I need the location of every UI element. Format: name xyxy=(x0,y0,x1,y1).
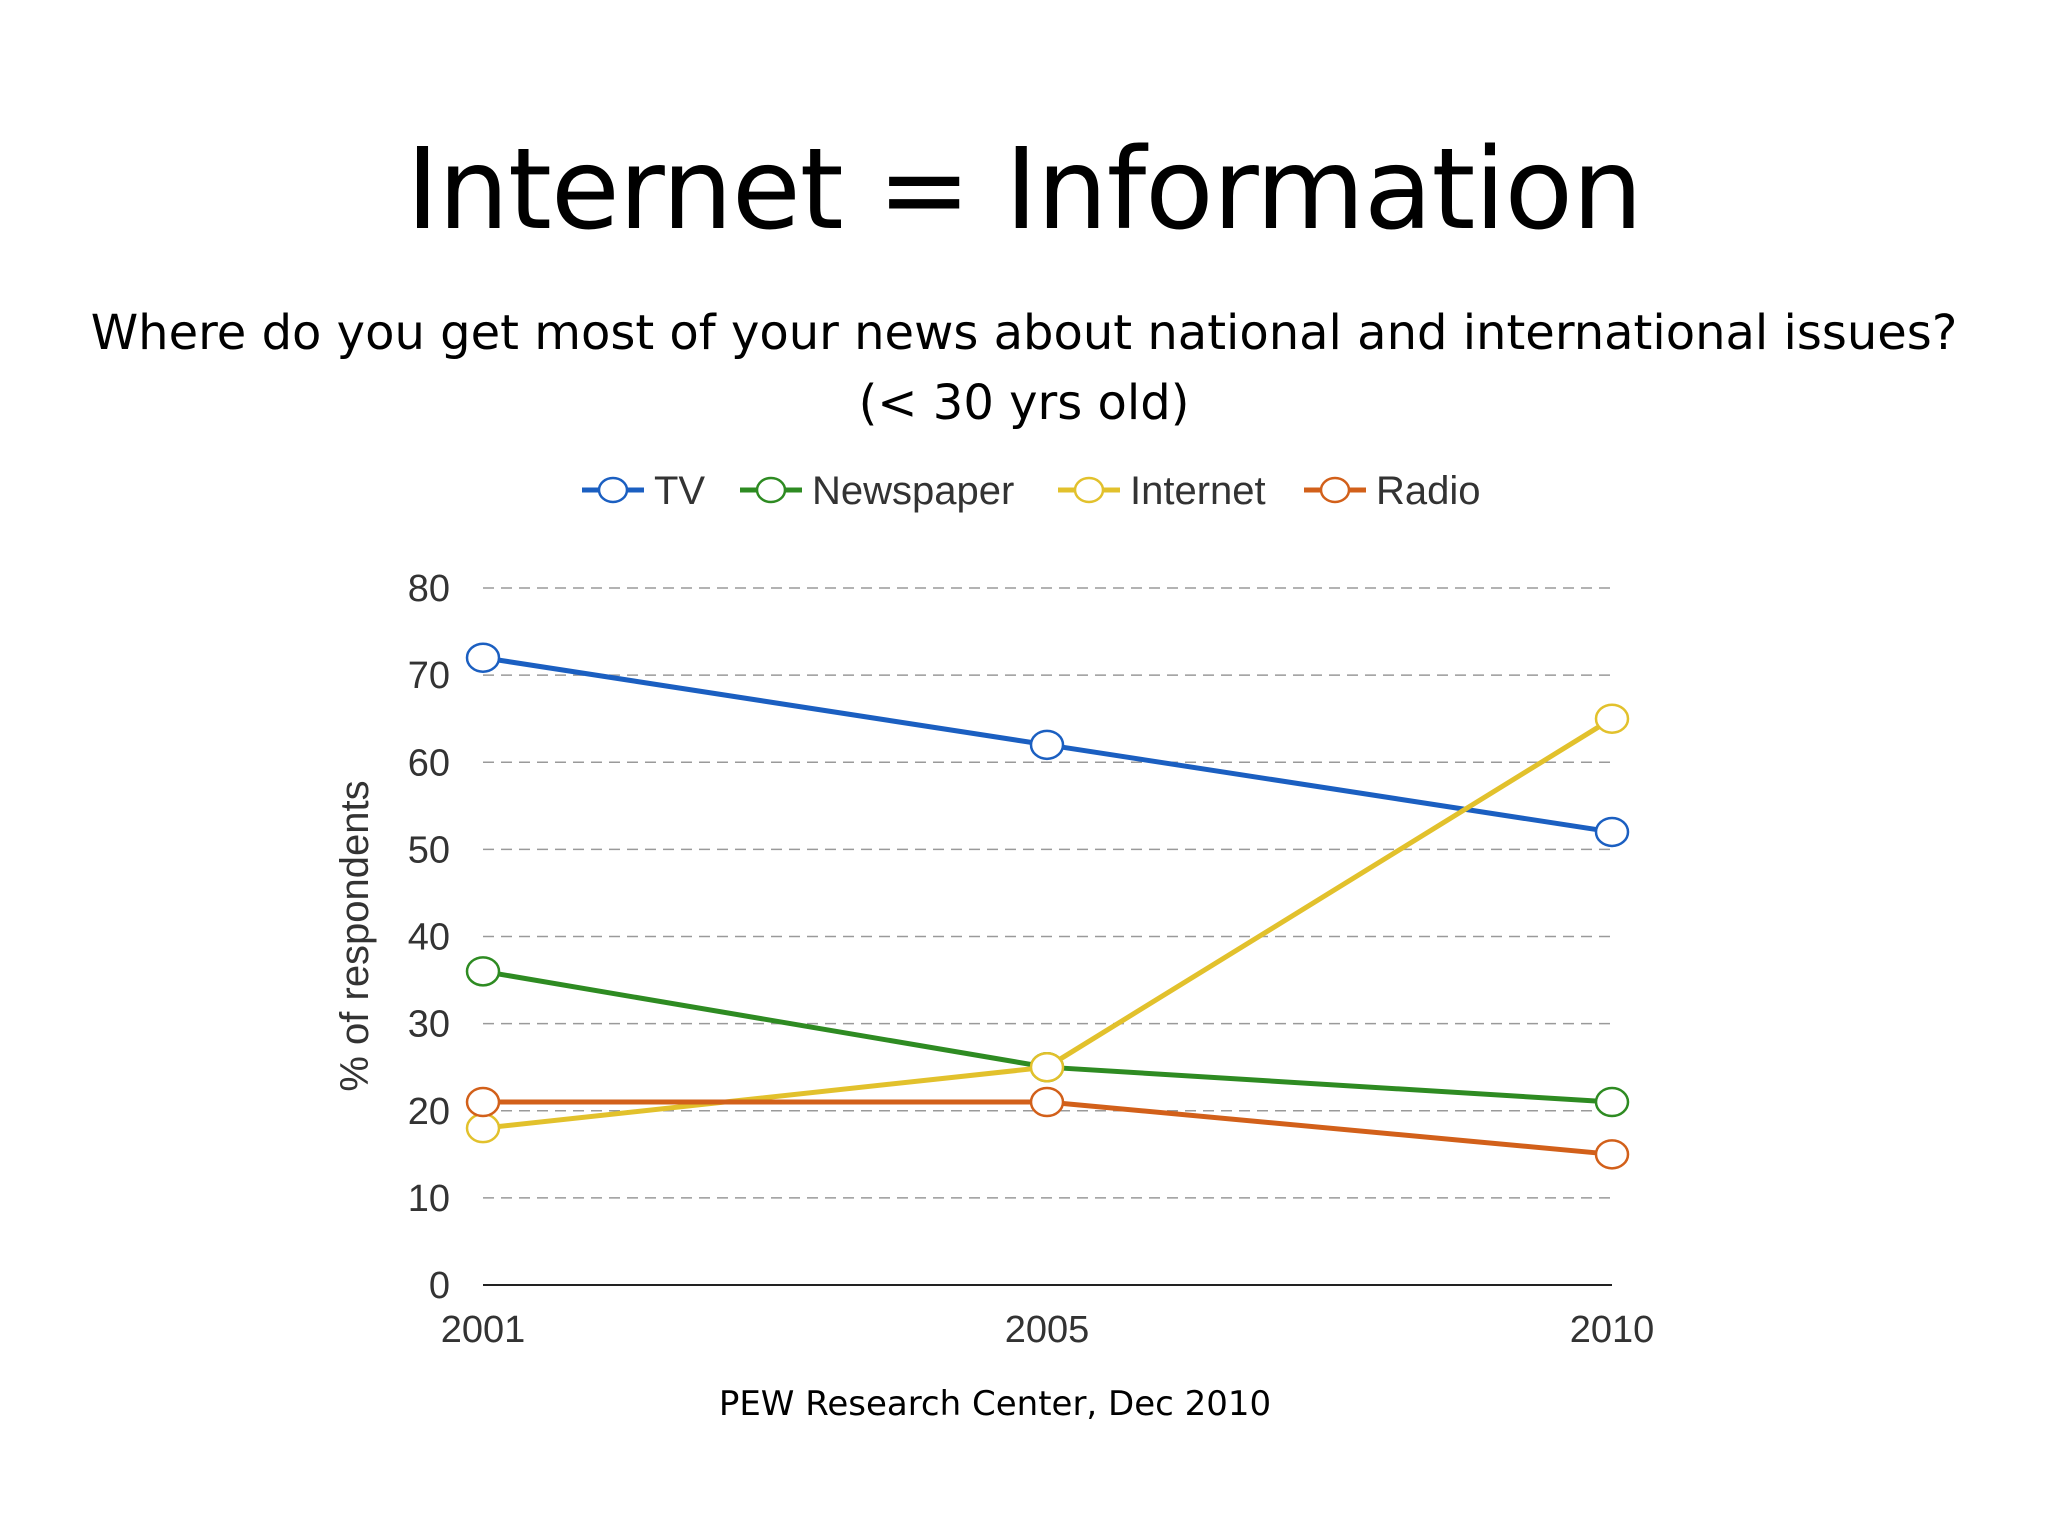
legend-label-newspaper: Newspaper xyxy=(812,469,1014,513)
y-tick-label: 30 xyxy=(408,1004,450,1046)
x-tick-label: 2005 xyxy=(1005,1309,1090,1351)
legend-label-radio: Radio xyxy=(1376,469,1481,513)
data-point-radio xyxy=(1594,1139,1630,1170)
data-point-newspaper xyxy=(1594,1086,1630,1118)
legend-marker-newspaper xyxy=(755,476,787,504)
y-tick-label: 60 xyxy=(408,742,450,784)
data-point-radio xyxy=(465,1086,501,1118)
data-point-internet xyxy=(1594,703,1630,734)
legend-item-internet: Internet xyxy=(1058,469,1266,513)
legend-item-newspaper: Newspaper xyxy=(740,469,1014,513)
legend-marker-internet xyxy=(1073,476,1105,504)
source-credit: PEW Research Center, Dec 2010 xyxy=(718,1384,1272,1424)
y-tick-label: 40 xyxy=(408,917,450,959)
legend-marker-tv xyxy=(597,476,629,504)
data-point-internet xyxy=(465,1112,501,1144)
x-axis-ticks: 2001 2005 2010 xyxy=(441,1309,1655,1351)
y-axis-ticks: 0 10 20 30 40 50 60 70 80 xyxy=(408,568,450,1307)
data-point-newspaper xyxy=(465,956,501,987)
chart-series xyxy=(465,642,1630,1170)
survey-question: Where do you get most of your news about… xyxy=(0,298,2048,438)
y-tick-label: 20 xyxy=(408,1091,450,1133)
y-tick-label: 80 xyxy=(408,568,450,610)
survey-question-line-1: Where do you get most of your news about… xyxy=(90,305,1958,361)
x-tick-label: 2010 xyxy=(1570,1309,1655,1351)
legend-marker-radio xyxy=(1319,476,1351,504)
data-point-tv xyxy=(465,642,501,673)
data-point-internet xyxy=(1029,1051,1065,1083)
series-line-newspaper xyxy=(482,968,1613,1105)
series-internet xyxy=(465,703,1630,1144)
y-tick-label: 10 xyxy=(408,1178,450,1220)
y-tick-label: 0 xyxy=(429,1265,450,1307)
series-tv xyxy=(465,642,1630,848)
data-point-tv xyxy=(1029,729,1065,761)
x-tick-label: 2001 xyxy=(441,1309,526,1351)
y-tick-label: 50 xyxy=(408,829,450,871)
y-tick-label: 70 xyxy=(408,655,450,697)
data-point-radio xyxy=(1029,1086,1065,1118)
survey-question-line-2: (< 30 yrs old) xyxy=(858,375,1190,431)
legend-item-tv: TV xyxy=(582,469,705,513)
series-radio xyxy=(465,1086,1630,1170)
data-point-tv xyxy=(1594,816,1630,848)
slide-title: Internet = Information xyxy=(405,125,1643,255)
chart-gridlines xyxy=(483,587,1612,1286)
y-axis-label: % of respondents xyxy=(333,780,377,1091)
legend-item-radio: Radio xyxy=(1304,469,1481,513)
chart-legend: TV Newspaper Internet Radio xyxy=(582,469,1481,513)
legend-label-internet: Internet xyxy=(1130,469,1266,513)
y-axis-title: % of respondents xyxy=(333,780,377,1091)
legend-label-tv: TV xyxy=(654,469,705,513)
